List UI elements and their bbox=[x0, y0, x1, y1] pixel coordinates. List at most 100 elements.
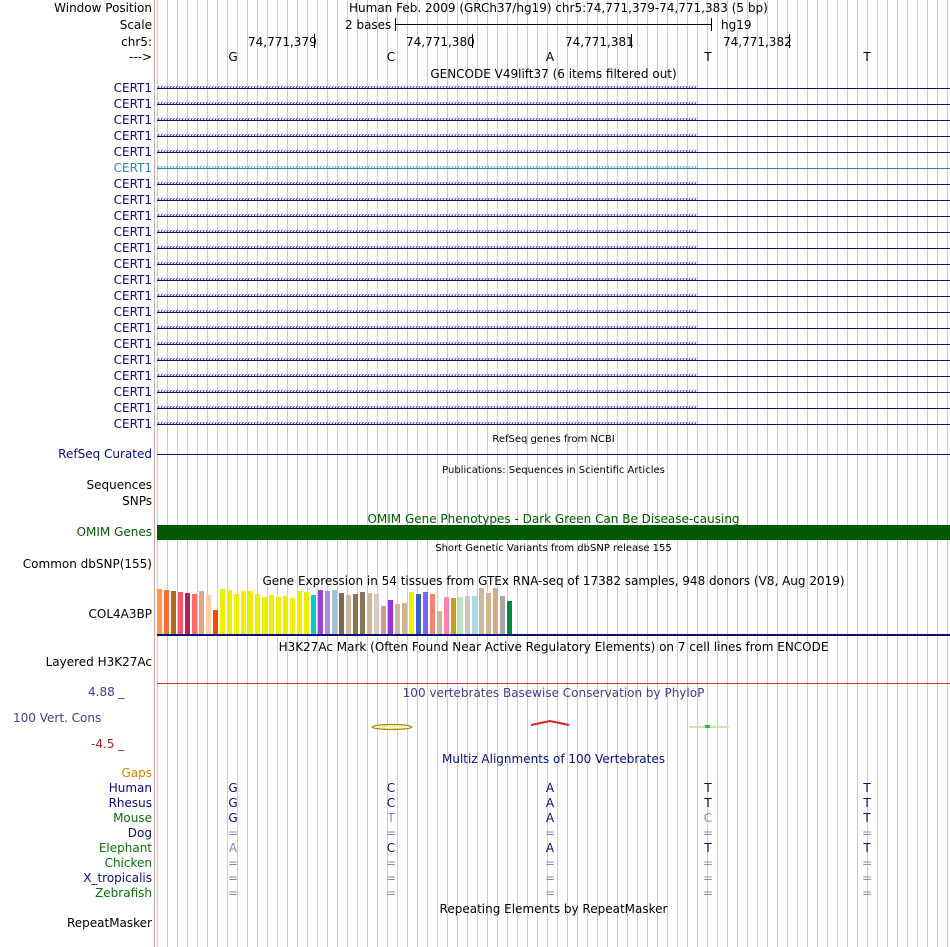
gencode-transcript-line[interactable] bbox=[157, 312, 950, 313]
gtex-tissue-bar[interactable] bbox=[283, 596, 288, 634]
gencode-transcript-label[interactable]: CERT1 bbox=[113, 369, 152, 383]
h3k27ac-label[interactable]: Layered H3K27Ac bbox=[45, 655, 152, 669]
gtex-tissue-bar[interactable] bbox=[248, 591, 253, 634]
gtex-tissue-bar[interactable] bbox=[304, 592, 309, 634]
gencode-transcript-label[interactable]: CERT1 bbox=[113, 193, 152, 207]
gencode-transcript-label[interactable]: CERT1 bbox=[113, 113, 152, 127]
gencode-transcript-line[interactable] bbox=[157, 424, 950, 425]
multiz-species-label[interactable]: Rhesus bbox=[108, 796, 152, 810]
gtex-tissue-bar[interactable] bbox=[409, 592, 414, 634]
conservation-label[interactable]: 100 Vert. Cons bbox=[13, 711, 102, 725]
gtex-tissue-bar[interactable] bbox=[416, 594, 421, 634]
gencode-transcript-label[interactable]: CERT1 bbox=[113, 145, 152, 159]
gtex-tissue-bar[interactable] bbox=[164, 590, 169, 634]
gtex-tissue-bar[interactable] bbox=[269, 595, 274, 634]
gencode-transcript-label[interactable]: CERT1 bbox=[113, 97, 152, 111]
gencode-transcript-label[interactable]: CERT1 bbox=[113, 81, 152, 95]
omim-feature[interactable] bbox=[157, 525, 950, 540]
gtex-tissue-bar[interactable] bbox=[206, 595, 211, 634]
gtex-tissue-bar[interactable] bbox=[367, 593, 372, 634]
gtex-tissue-bar[interactable] bbox=[325, 591, 330, 634]
gtex-tissue-bar[interactable] bbox=[227, 590, 232, 634]
gtex-tissue-bar[interactable] bbox=[241, 591, 246, 634]
gencode-transcript-label[interactable]: CERT1 bbox=[113, 337, 152, 351]
gtex-tissue-bar[interactable] bbox=[353, 594, 358, 634]
gtex-tissue-bar[interactable] bbox=[220, 589, 225, 634]
gencode-transcript-label[interactable]: CERT1 bbox=[113, 129, 152, 143]
gtex-tissue-bar[interactable] bbox=[199, 591, 204, 634]
gencode-transcript-label[interactable]: CERT1 bbox=[113, 385, 152, 399]
gtex-tissue-bar[interactable] bbox=[276, 597, 281, 634]
gencode-transcript-label[interactable]: CERT1 bbox=[113, 241, 152, 255]
gtex-tissue-bar[interactable] bbox=[234, 594, 239, 634]
multiz-species-label[interactable]: X_tropicalis bbox=[83, 871, 152, 885]
gencode-transcript-label[interactable]: CERT1 bbox=[113, 353, 152, 367]
gtex-tissue-bar[interactable] bbox=[493, 588, 498, 634]
gtex-tissue-bar[interactable] bbox=[437, 611, 442, 634]
gtex-tissue-bar[interactable] bbox=[451, 598, 456, 634]
gencode-transcript-line[interactable] bbox=[157, 216, 950, 217]
gencode-transcript-line[interactable] bbox=[157, 120, 950, 121]
snps-label[interactable]: SNPs bbox=[122, 494, 152, 508]
gencode-transcript-label[interactable]: CERT1 bbox=[113, 177, 152, 191]
dbsnp-label[interactable]: Common dbSNP(155) bbox=[22, 557, 152, 571]
gtex-tissue-bar[interactable] bbox=[381, 606, 386, 634]
gencode-transcript-label[interactable]: CERT1 bbox=[113, 401, 152, 415]
gencode-transcript-line[interactable] bbox=[157, 296, 950, 297]
refseq-feature[interactable] bbox=[157, 454, 950, 455]
gtex-tissue-bar[interactable] bbox=[465, 596, 470, 634]
gencode-transcript-line[interactable] bbox=[157, 408, 950, 409]
gencode-transcript-label[interactable]: CERT1 bbox=[113, 225, 152, 239]
gtex-tissue-bar[interactable] bbox=[423, 592, 428, 634]
gencode-transcript-line[interactable] bbox=[157, 376, 950, 377]
gtex-tissue-bar[interactable] bbox=[458, 597, 463, 634]
gtex-tissue-bar[interactable] bbox=[178, 592, 183, 634]
multiz-species-label[interactable]: Human bbox=[108, 781, 152, 795]
multiz-species-label[interactable]: Chicken bbox=[104, 856, 152, 870]
gtex-tissue-bar[interactable] bbox=[444, 597, 449, 634]
gtex-tissue-bar[interactable] bbox=[157, 589, 162, 634]
gtex-tissue-bar[interactable] bbox=[290, 598, 295, 634]
gencode-transcript-label[interactable]: CERT1 bbox=[113, 417, 152, 431]
gtex-tissue-bar[interactable] bbox=[185, 593, 190, 634]
gaps-label[interactable]: Gaps bbox=[121, 766, 152, 780]
multiz-species-label[interactable]: Dog bbox=[127, 826, 152, 840]
repeatmasker-label[interactable]: RepeatMasker bbox=[66, 916, 152, 930]
gencode-transcript-line[interactable] bbox=[157, 232, 950, 233]
gtex-tissue-bar[interactable] bbox=[402, 603, 407, 634]
gtex-tissue-bar[interactable] bbox=[346, 595, 351, 634]
gtex-tissue-bar[interactable] bbox=[318, 590, 323, 634]
gencode-transcript-line[interactable] bbox=[157, 168, 950, 169]
gtex-tissue-bar[interactable] bbox=[374, 594, 379, 634]
gtex-tissue-bar[interactable] bbox=[360, 592, 365, 634]
gtex-tissue-bar[interactable] bbox=[500, 596, 505, 634]
gencode-transcript-line[interactable] bbox=[157, 264, 950, 265]
gtex-tissue-bar[interactable] bbox=[213, 610, 218, 634]
gtex-tissue-bar[interactable] bbox=[430, 594, 435, 634]
gencode-transcript-line[interactable] bbox=[157, 136, 950, 137]
gtex-bar-chart[interactable] bbox=[157, 586, 557, 634]
gencode-transcript-label[interactable]: CERT1 bbox=[113, 257, 152, 271]
gtex-tissue-bar[interactable] bbox=[332, 590, 337, 634]
omim-label[interactable]: OMIM Genes bbox=[76, 525, 152, 539]
gtex-tissue-bar[interactable] bbox=[486, 593, 491, 634]
gtex-tissue-bar[interactable] bbox=[339, 593, 344, 634]
gencode-transcript-label[interactable]: CERT1 bbox=[113, 209, 152, 223]
gtex-tissue-bar[interactable] bbox=[297, 591, 302, 634]
gtex-tissue-bar[interactable] bbox=[388, 600, 393, 634]
gtex-tissue-bar[interactable] bbox=[395, 604, 400, 634]
gencode-transcript-label[interactable]: CERT1 bbox=[113, 289, 152, 303]
sequences-label[interactable]: Sequences bbox=[86, 478, 152, 492]
gtex-tissue-bar[interactable] bbox=[472, 596, 477, 634]
gtex-tissue-bar[interactable] bbox=[262, 597, 267, 634]
gencode-transcript-line[interactable] bbox=[157, 88, 950, 89]
gencode-transcript-line[interactable] bbox=[157, 328, 950, 329]
multiz-species-label[interactable]: Zebrafish bbox=[95, 886, 152, 900]
multiz-species-label[interactable]: Mouse bbox=[113, 811, 152, 825]
gencode-transcript-label[interactable]: CERT1 bbox=[113, 273, 152, 287]
gencode-transcript-line[interactable] bbox=[157, 392, 950, 393]
gtex-tissue-bar[interactable] bbox=[171, 591, 176, 634]
gtex-label[interactable]: COL4A3BP bbox=[88, 607, 152, 621]
refseq-label[interactable]: RefSeq Curated bbox=[58, 447, 152, 461]
gtex-tissue-bar[interactable] bbox=[507, 601, 512, 634]
